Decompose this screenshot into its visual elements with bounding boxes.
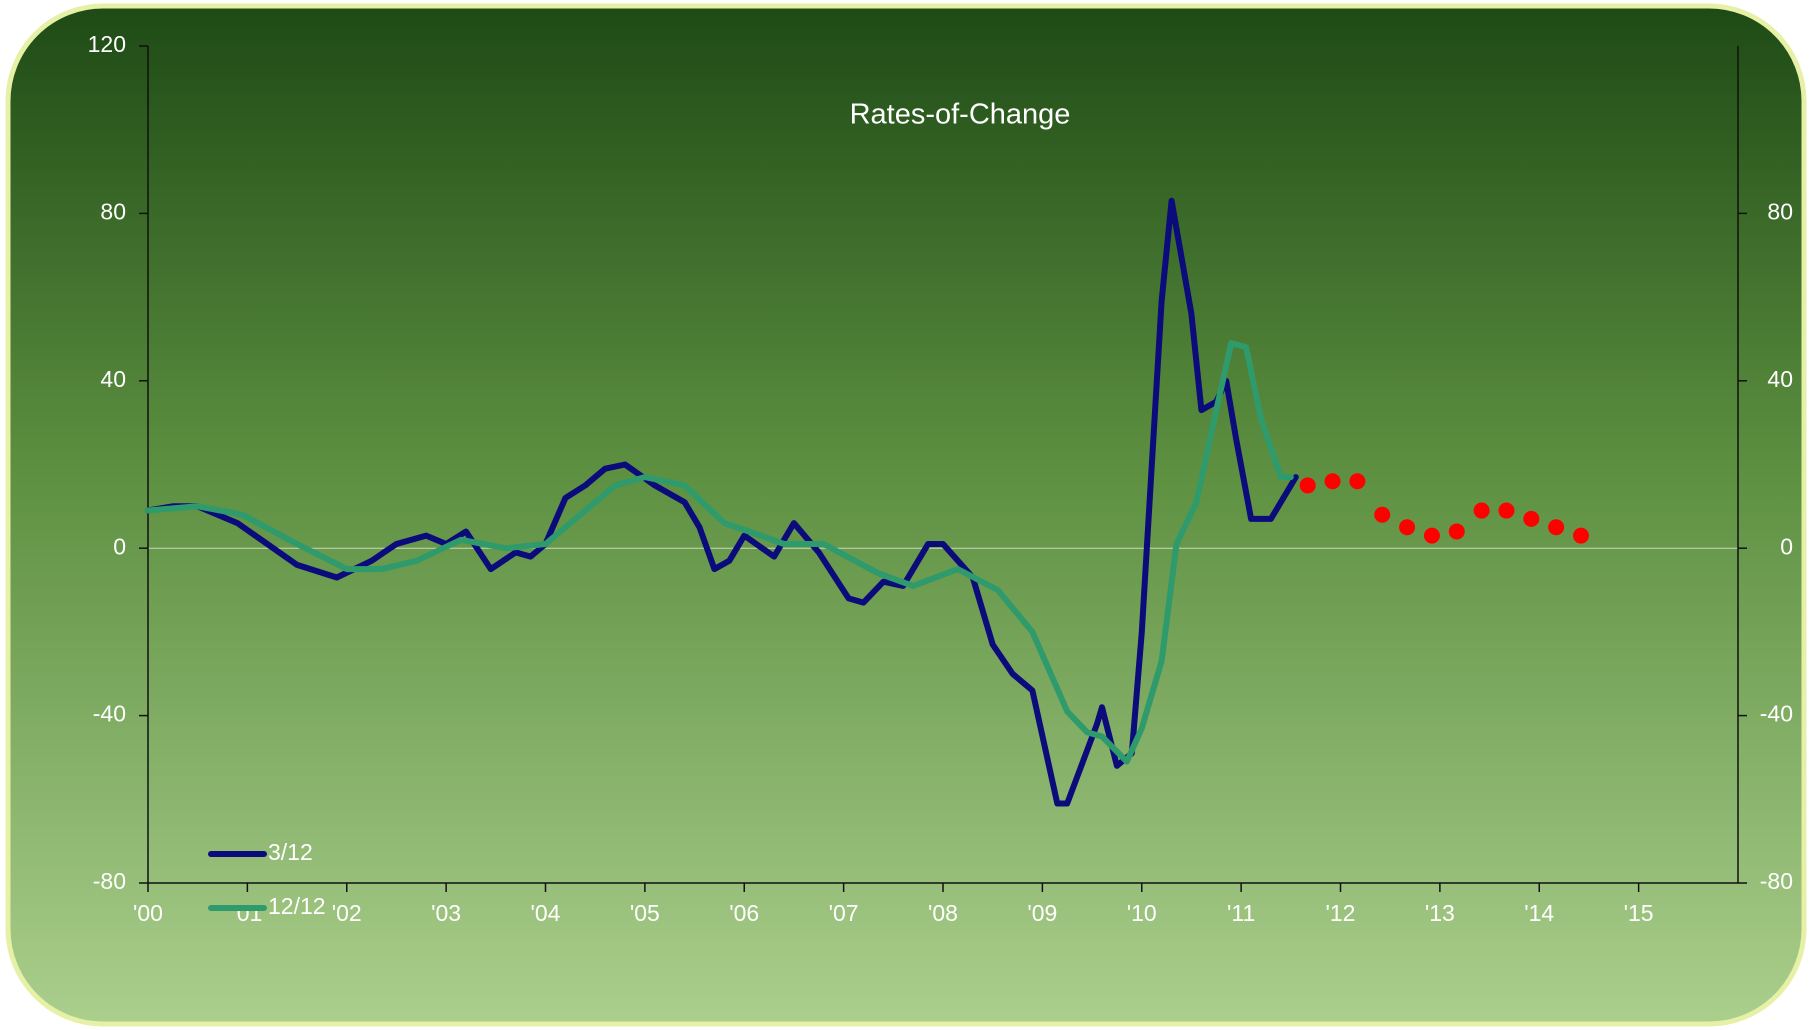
forecast-point [1399,519,1416,536]
x-tick-label: '03 [431,900,461,926]
chart-title: Rates-of-Change [850,99,1071,131]
x-tick-label: '11 [1227,900,1255,926]
y2-tick-label: -40 [1760,701,1793,727]
forecast-point [1498,502,1515,519]
legend-label: 3/12 [268,839,313,865]
forecast-point [1423,527,1440,544]
y2-tick-label: 80 [1767,198,1793,224]
x-tick-label: '01 [232,900,262,926]
forecast-point [1473,502,1490,519]
x-tick-label: '15 [1624,900,1654,926]
x-tick-label: '13 [1425,900,1455,926]
forecast-point [1448,523,1465,540]
x-tick-label: '00 [133,900,163,926]
legend-label: 12/12 [268,893,326,919]
x-tick-label: '09 [1027,900,1057,926]
x-tick-label: '10 [1127,900,1157,926]
x-tick-label: '12 [1326,900,1356,926]
forecast-point [1548,519,1565,536]
forecast-point [1572,527,1589,544]
forecast-point [1299,477,1316,494]
x-tick-label: '07 [829,900,859,926]
background [5,3,1807,1027]
y-tick-label: 40 [100,366,126,392]
x-tick-label: '06 [729,900,759,926]
series-line [145,340,1294,765]
y2-tick-label: 0 [1780,533,1793,559]
forecast-point [1324,473,1341,490]
x-tick-label: '02 [332,900,362,926]
x-tick-label: '04 [531,900,561,926]
y-tick-label: 120 [88,31,126,57]
forecast-point [1374,506,1391,523]
series-line [145,197,1299,807]
x-tick-label: '05 [630,900,660,926]
y-tick-label: -80 [93,868,126,894]
y2-tick-label: 40 [1767,366,1793,392]
y2-tick-label: -80 [1760,868,1793,894]
plot: -80 -40 0 40 80 120 -80 -40 0 40 80 '00 '01 '02 '03 '04… [88,31,1793,926]
forecast-point [1349,473,1366,490]
forecast-point [1523,510,1540,527]
y-tick-label: 80 [100,198,126,224]
x-tick-label: '08 [928,900,958,926]
y-tick-label: 0 [113,533,126,559]
y-tick-label: -40 [93,701,126,727]
x-tick-label: '14 [1524,900,1554,926]
